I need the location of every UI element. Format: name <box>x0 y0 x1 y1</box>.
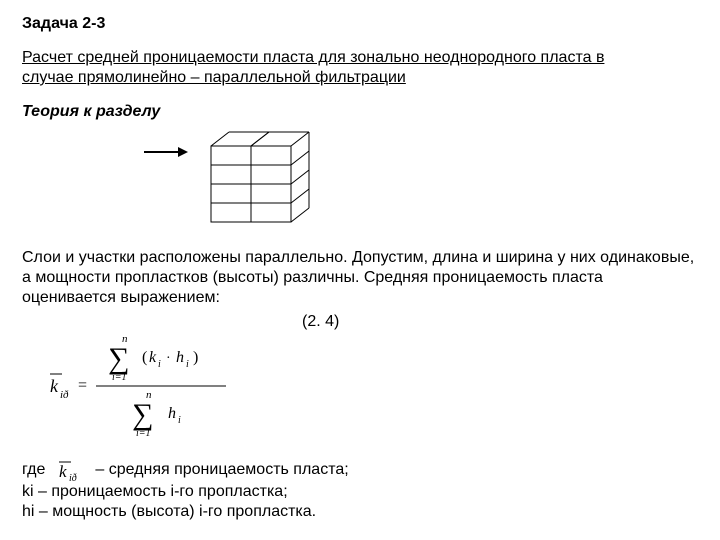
where-line-3: hi – мощность (высота) i-го пропластка. <box>22 502 700 522</box>
diagram-row <box>22 128 700 234</box>
svg-text:k: k <box>59 462 67 481</box>
svg-text:=: = <box>78 377 87 394</box>
svg-text:i: i <box>186 359 189 370</box>
kbar-symbol-icon: k ið <box>51 458 89 482</box>
svg-text:ið: ið <box>69 473 77 482</box>
equation-number: (2. 4) <box>22 312 700 332</box>
section-label: Теория к разделу <box>22 102 700 122</box>
page: Задача 2-3 Расчет средней проницаемости … <box>0 0 720 536</box>
subtitle: Расчет средней проницаемости пласта для … <box>22 48 700 88</box>
svg-text:·: · <box>166 351 171 366</box>
main-formula: k ið = n ∑ i=1 ( k i · h i ) n ∑ i=1 h i <box>22 330 700 448</box>
where-line-2: ki – проницаемость i-го пропластка; <box>22 482 700 502</box>
svg-text:∑: ∑ <box>132 398 153 431</box>
problem-heading: Задача 2-3 <box>22 14 700 34</box>
theory-paragraph: Слои и участки расположены параллельно. … <box>22 248 700 308</box>
svg-text:i=1: i=1 <box>136 428 151 439</box>
subtitle-line1: Расчет средней проницаемости пласта для … <box>22 49 604 66</box>
svg-text:∑: ∑ <box>108 342 129 375</box>
svg-text:(: ( <box>142 349 147 366</box>
where-label: где <box>22 460 45 480</box>
svg-text:ið: ið <box>60 389 69 401</box>
subtitle-line2: случае прямолинейно – параллельной фильт… <box>22 69 406 86</box>
svg-text:i: i <box>158 359 161 370</box>
svg-text:k: k <box>50 376 59 396</box>
flow-arrow-icon <box>142 144 190 166</box>
svg-text:h: h <box>176 349 184 366</box>
svg-text:i: i <box>178 415 181 426</box>
where-line-1: где k ið – средняя проницаемость пласта; <box>22 458 700 482</box>
where-tail: – средняя проницаемость пласта; <box>95 460 348 480</box>
svg-text:): ) <box>193 349 198 366</box>
layered-block-diagram <box>206 128 316 234</box>
where-h-text: hi – мощность (высота) i-го пропластка. <box>22 503 316 520</box>
svg-text:i=1: i=1 <box>112 372 127 383</box>
svg-text:h: h <box>168 405 176 422</box>
where-k-text: ki – проницаемость i-го пропластка; <box>22 483 288 500</box>
svg-text:k: k <box>149 349 157 366</box>
